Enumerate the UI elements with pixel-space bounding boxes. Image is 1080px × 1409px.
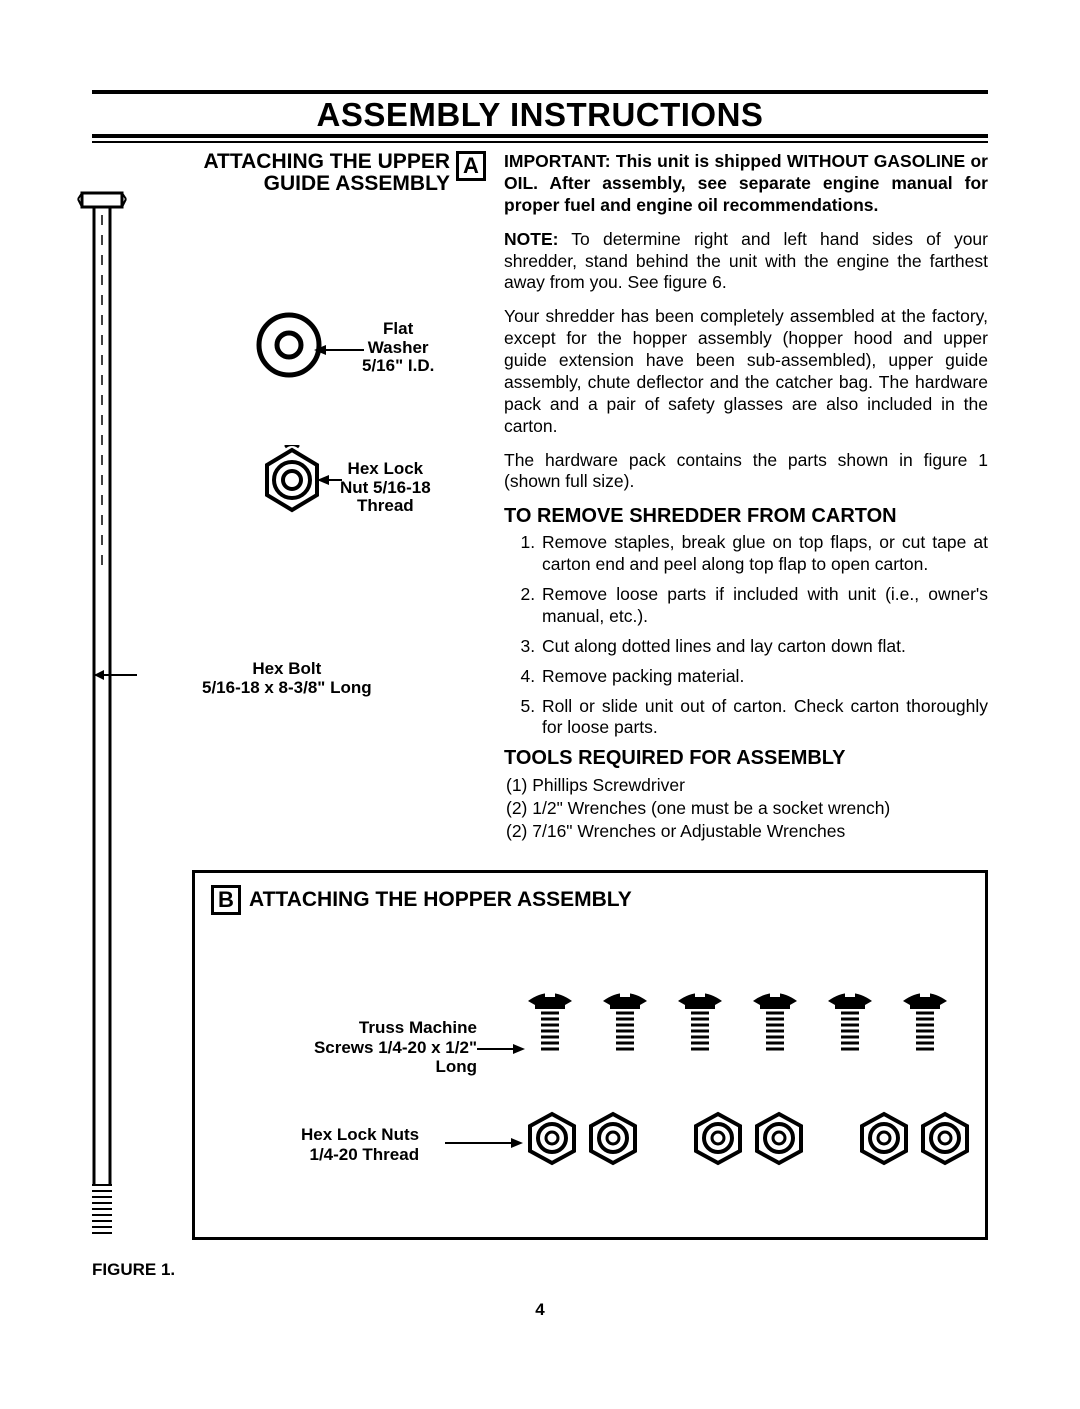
hex-nut-small-icon xyxy=(691,1111,746,1166)
page-number: 4 xyxy=(0,1300,1080,1320)
hex-nut-small-icon xyxy=(752,1111,807,1166)
section-a-title-l1: ATTACHING THE UPPER xyxy=(203,150,450,173)
remove-heading: TO REMOVE SHREDDER FROM CARTON xyxy=(504,505,988,528)
hex-nut-small-icon xyxy=(918,1111,973,1166)
truss-screws-row xyxy=(523,983,953,1063)
letter-box-a: A xyxy=(456,151,486,181)
tools-heading: TOOLS REQUIRED FOR ASSEMBLY xyxy=(504,747,988,770)
letter-box-b: B xyxy=(211,885,241,915)
two-column-content: ATTACHING THE UPPER GUIDE ASSEMBLY A xyxy=(92,151,988,843)
hex-nuts-row xyxy=(525,1111,973,1166)
tools-list: (1) Phillips Screwdriver (2) 1/2" Wrench… xyxy=(504,774,988,842)
nuts-arrow xyxy=(445,1133,525,1153)
screws-arrow xyxy=(477,1039,527,1059)
nut-pair xyxy=(691,1111,807,1166)
left-column: ATTACHING THE UPPER GUIDE ASSEMBLY A xyxy=(92,151,486,843)
nut-pair xyxy=(857,1111,973,1166)
diagram-section-a: Flat Washer 5/16" I.D. Hex Lock xyxy=(92,195,486,755)
hardware-para: The hardware pack contains the parts sho… xyxy=(504,450,988,494)
tool-1: (1) Phillips Screwdriver xyxy=(506,774,988,797)
hex-nut-small-icon xyxy=(586,1111,641,1166)
page-content: ASSEMBLY INSTRUCTIONS ATTACHING THE UPPE… xyxy=(92,90,988,843)
hex-lock-nuts-label: Hex Lock Nuts 1/4-20 Thread xyxy=(301,1125,419,1164)
step-4: Remove packing material. xyxy=(540,666,988,688)
factory-para: Your shredder has been completely assemb… xyxy=(504,306,988,437)
page-title: ASSEMBLY INSTRUCTIONS xyxy=(92,96,988,134)
hex-nut-label: Hex Lock Nut 5/16-18 Thread xyxy=(340,460,431,516)
section-a-title-l2: GUIDE ASSEMBLY xyxy=(264,172,450,195)
hex-bolt-label: Hex Bolt 5/16-18 x 8-3/8" Long xyxy=(202,660,372,697)
title-bar: ASSEMBLY INSTRUCTIONS xyxy=(92,90,988,138)
section-b: B ATTACHING THE HOPPER ASSEMBLY Truss Ma… xyxy=(92,870,988,1240)
step-3: Cut along dotted lines and lay carton do… xyxy=(540,636,988,658)
truss-screw-icon xyxy=(748,983,803,1063)
tool-3: (2) 7/16" Wrenches or Adjustable Wrenche… xyxy=(506,820,988,843)
figure-caption: FIGURE 1. xyxy=(92,1260,175,1280)
rule xyxy=(92,141,988,143)
note-paragraph: NOTE: To determine right and left hand s… xyxy=(504,229,988,295)
washer-label: Flat Washer 5/16" I.D. xyxy=(362,320,434,376)
right-column: IMPORTANT: This unit is shipped WITHOUT … xyxy=(504,151,988,843)
step-5: Roll or slide unit out of carton. Check … xyxy=(540,696,988,740)
truss-screw-icon xyxy=(673,983,728,1063)
important-note: IMPORTANT: This unit is shipped WITHOUT … xyxy=(504,151,988,217)
section-b-header: B ATTACHING THE HOPPER ASSEMBLY xyxy=(211,885,969,915)
remove-steps: Remove staples, break glue on top flaps,… xyxy=(504,532,988,739)
truss-screw-icon xyxy=(823,983,878,1063)
truss-screw-icon xyxy=(523,983,578,1063)
hex-nut-small-icon xyxy=(525,1111,580,1166)
truss-screw-icon xyxy=(898,983,953,1063)
step-1: Remove staples, break glue on top flaps,… xyxy=(540,532,988,576)
note-label: NOTE: xyxy=(504,229,558,249)
step-2: Remove loose parts if included with unit… xyxy=(540,584,988,628)
section-b-frame: B ATTACHING THE HOPPER ASSEMBLY Truss Ma… xyxy=(192,870,988,1240)
truss-screws-label: Truss Machine Screws 1/4-20 x 1/2" Long xyxy=(247,1018,477,1077)
note-body: To determine right and left hand sides o… xyxy=(504,229,988,293)
section-b-title: ATTACHING THE HOPPER ASSEMBLY xyxy=(249,888,632,912)
nut-pair xyxy=(525,1111,641,1166)
truss-screw-icon xyxy=(598,983,653,1063)
tool-2: (2) 1/2" Wrenches (one must be a socket … xyxy=(506,797,988,820)
hex-nut-small-icon xyxy=(857,1111,912,1166)
